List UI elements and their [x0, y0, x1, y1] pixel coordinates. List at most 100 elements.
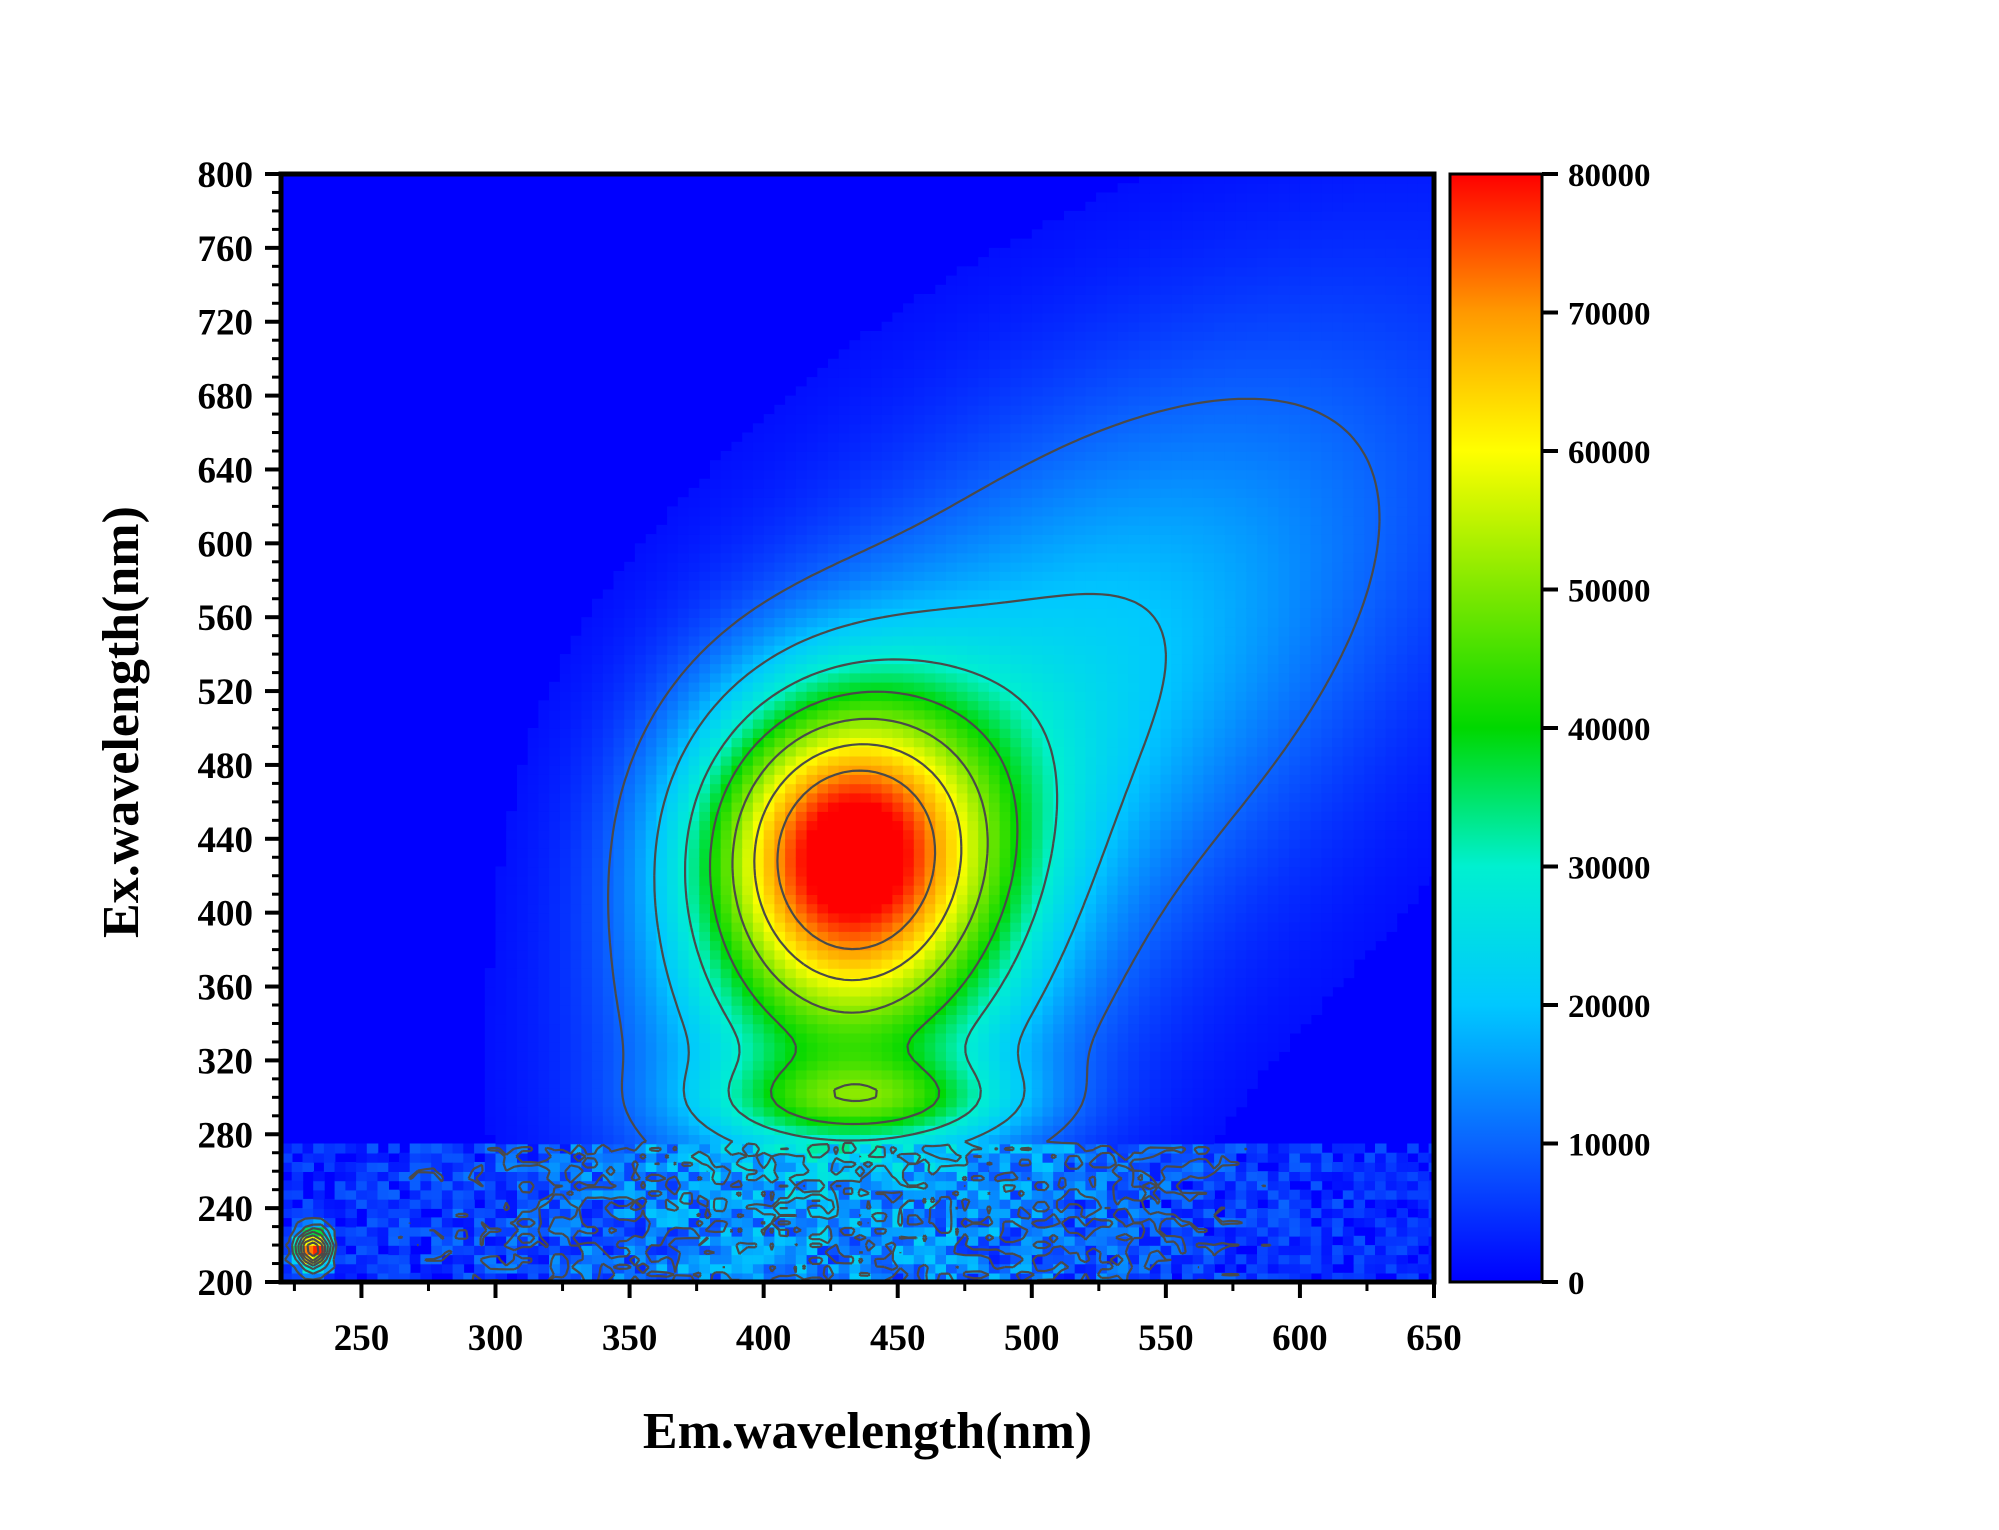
- heatmap-cell: [720, 497, 733, 508]
- heatmap-cell: [999, 663, 1012, 674]
- heatmap-cell: [1010, 451, 1022, 461]
- heatmap-cell: [870, 921, 883, 932]
- heatmap-cell: [710, 681, 722, 692]
- heatmap-cell: [677, 515, 690, 526]
- heatmap-cell: [1031, 1097, 1044, 1108]
- heatmap-cell: [924, 617, 936, 628]
- heatmap-cell: [752, 460, 765, 471]
- heatmap-cell: [667, 1217, 679, 1228]
- heatmap-cell: [677, 774, 690, 785]
- heatmap-cell: [1042, 506, 1054, 517]
- heatmap-cell: [1010, 506, 1022, 517]
- heatmap-cell: [849, 1245, 861, 1256]
- heatmap-cell: [774, 755, 786, 766]
- heatmap-cell: [720, 1272, 733, 1282]
- heatmap-cell: [1010, 654, 1022, 665]
- heatmap-cell: [527, 764, 540, 775]
- heatmap-cell: [356, 1198, 368, 1209]
- heatmap-cell: [720, 644, 733, 655]
- heatmap-cell: [1042, 995, 1054, 1006]
- heatmap-cell: [1021, 1088, 1033, 1099]
- heatmap-cell: [999, 1189, 1012, 1200]
- heatmap-cell: [785, 1041, 797, 1052]
- heatmap-cell: [881, 487, 894, 498]
- heatmap-cell: [634, 968, 647, 979]
- heatmap-cell: [795, 497, 808, 508]
- heatmap-cell: [763, 1060, 776, 1071]
- heatmap-cell: [624, 1208, 636, 1219]
- heatmap-cell: [742, 1125, 754, 1135]
- heatmap-cell: [634, 866, 647, 877]
- heatmap-cell: [967, 1254, 979, 1265]
- heatmap-cell: [903, 312, 915, 323]
- heatmap-cell: [602, 644, 615, 655]
- heatmap-cell: [774, 580, 786, 591]
- heatmap-cell: [377, 1171, 389, 1182]
- heatmap-cell: [559, 1134, 572, 1145]
- heatmap-cell: [946, 691, 958, 702]
- heatmap-cell: [634, 820, 647, 831]
- heatmap-cell: [634, 1051, 647, 1062]
- heatmap-cell: [763, 691, 776, 702]
- heatmap-cell: [935, 1198, 947, 1209]
- heatmap-cell: [592, 986, 604, 997]
- heatmap-cell: [570, 691, 583, 702]
- heatmap-cell: [763, 728, 776, 738]
- heatmap-cell: [870, 903, 883, 914]
- heatmap-cell: [806, 644, 819, 655]
- heatmap-cell: [967, 367, 979, 378]
- heatmap-cell: [785, 487, 797, 498]
- heatmap-cell: [828, 626, 840, 637]
- heatmap-cell: [549, 1263, 561, 1274]
- heatmap-cell: [677, 654, 690, 665]
- heatmap-cell: [613, 617, 625, 628]
- heatmap-cell: [463, 1235, 475, 1246]
- heatmap-cell: [281, 1198, 293, 1209]
- heatmap-cell: [506, 848, 518, 858]
- heatmap-cell: [699, 728, 711, 738]
- heatmap-cell: [624, 700, 636, 711]
- heatmap-cell: [849, 571, 861, 581]
- heatmap-cell: [860, 1097, 872, 1108]
- heatmap-cell: [302, 1217, 314, 1228]
- heatmap-cell: [763, 561, 776, 572]
- heatmap-cell: [699, 829, 711, 840]
- heatmap-cell: [913, 1189, 926, 1200]
- heatmap-cell: [527, 949, 540, 960]
- heatmap-cell: [860, 986, 872, 997]
- heatmap-cell: [956, 718, 969, 729]
- heatmap-cell: [763, 718, 776, 729]
- heatmap-cell: [667, 691, 679, 702]
- heatmap-cell: [870, 995, 883, 1006]
- heatmap-cell: [624, 811, 636, 822]
- heatmap-cell: [795, 1162, 808, 1172]
- heatmap-cell: [817, 848, 829, 858]
- heatmap-cell: [774, 848, 786, 858]
- heatmap-cell: [924, 1106, 936, 1117]
- heatmap-cell: [549, 1208, 561, 1219]
- heatmap-cell: [838, 737, 851, 748]
- heatmap-cell: [988, 995, 1001, 1006]
- heatmap-cell: [849, 912, 861, 923]
- heatmap-cell: [881, 885, 894, 895]
- heatmap-cell: [978, 755, 990, 766]
- heatmap-cell: [667, 764, 679, 775]
- heatmap-cell: [323, 1226, 336, 1237]
- heatmap-cell: [838, 552, 851, 563]
- heatmap-cell: [860, 589, 872, 600]
- heatmap-cell: [699, 672, 711, 683]
- heatmap-cell: [967, 321, 979, 332]
- heatmap-cell: [913, 829, 926, 840]
- heatmap-cell: [795, 1088, 808, 1099]
- heatmap-cell: [849, 1263, 861, 1274]
- heatmap-cell: [1010, 331, 1022, 341]
- heatmap-cell: [999, 303, 1012, 314]
- heatmap-cell: [452, 1152, 465, 1163]
- heatmap-cell: [538, 783, 550, 794]
- heatmap-cell: [399, 1254, 411, 1265]
- heatmap-cell: [870, 1078, 883, 1089]
- heatmap-cell: [1042, 792, 1054, 803]
- heatmap-cell: [710, 995, 722, 1006]
- heatmap-cell: [956, 358, 969, 369]
- heatmap-cell: [645, 691, 658, 702]
